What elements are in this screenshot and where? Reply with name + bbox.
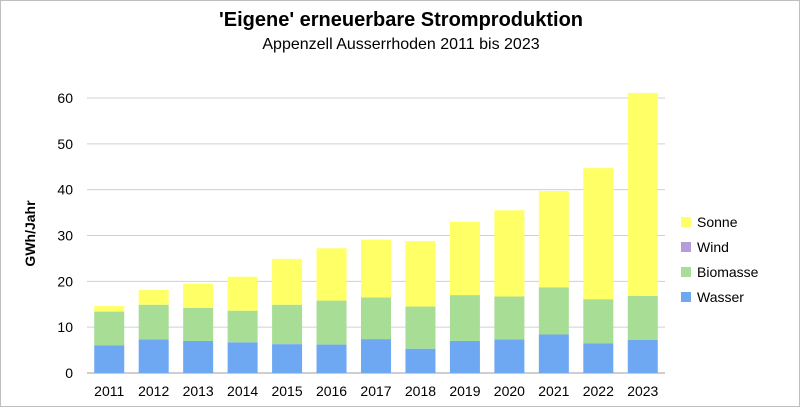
legend-swatch-wind: [681, 242, 691, 252]
bar-wasser-2019: [449, 340, 480, 373]
bar-sonne-2011: [94, 306, 125, 312]
bar-biomasse-2011: [94, 311, 125, 346]
x-tick-label: 2020: [494, 383, 525, 399]
bar-biomasse-2017: [361, 297, 391, 340]
bar-biomasse-2016: [316, 300, 347, 345]
bar-sonne-2019: [449, 221, 480, 296]
bar-sonne-2022: [583, 168, 614, 300]
bar-wasser-2011: [94, 345, 125, 373]
bar-sonne-2013: [183, 283, 214, 308]
bar-biomasse-2013: [183, 307, 214, 341]
bar-sonne-2021: [538, 191, 569, 288]
bar-biomasse-2018: [405, 306, 436, 349]
legend-label-sonne: Sonne: [697, 214, 738, 230]
x-tick-label: 2013: [183, 383, 214, 399]
bar-wasser-2015: [272, 344, 303, 373]
bar-sonne-2015: [272, 258, 303, 305]
y-tick-label: 60: [57, 90, 73, 106]
bar-sonne-2014: [227, 276, 258, 311]
x-tick-label: 2018: [405, 383, 436, 399]
bars: [94, 92, 658, 373]
legend-label-wind: Wind: [697, 239, 729, 255]
bar-wasser-2018: [405, 348, 436, 373]
bar-biomasse-2023: [627, 296, 658, 340]
bar-biomasse-2020: [494, 296, 525, 340]
y-tick-label: 10: [57, 319, 73, 335]
bar-biomasse-2012: [138, 304, 169, 340]
y-axis-ticks: 0 10 20 30 40 50 60: [57, 90, 73, 381]
x-tick-label: 2011: [94, 383, 124, 399]
y-axis-label: GWh/Jahr: [22, 200, 38, 267]
bar-sonne-2023: [627, 92, 658, 296]
legend-label-wasser: Wasser: [697, 289, 744, 305]
x-tick-label: 2015: [271, 383, 302, 399]
x-tick-label: 2019: [449, 383, 480, 399]
bar-wasser-2022: [583, 343, 614, 373]
chart-subtitle: Appenzell Ausserrhoden 2011 bis 2023: [262, 36, 540, 53]
x-tick-label: 2012: [138, 383, 169, 399]
bar-biomasse-2022: [583, 299, 614, 344]
x-axis-ticks: 2011 2012 2013 2014 2015 2016 2017 2018 2019 2020…: [94, 383, 658, 399]
bar-sonne-2018: [405, 241, 436, 307]
bar-wasser-2023: [627, 340, 658, 373]
bar-wasser-2021: [538, 334, 569, 373]
y-tick-label: 20: [57, 273, 73, 289]
bar-wasser-2013: [183, 340, 214, 373]
legend: Sonne Wind Biomasse Wasser: [681, 214, 759, 305]
y-tick-label: 40: [57, 182, 73, 198]
y-tick-label: 30: [57, 228, 73, 244]
bar-biomasse-2021: [538, 287, 569, 335]
legend-swatch-wasser: [681, 292, 691, 302]
bar-sonne-2017: [361, 239, 391, 298]
bar-wasser-2012: [138, 339, 169, 373]
x-tick-label: 2017: [360, 383, 391, 399]
bar-sonne-2020: [494, 210, 525, 297]
legend-label-biomasse: Biomasse: [697, 264, 759, 280]
x-tick-label: 2022: [583, 383, 614, 399]
chart-title: 'Eigene' erneuerbare Stromproduktion: [218, 9, 584, 31]
legend-swatch-biomasse: [681, 267, 691, 277]
x-tick-label: 2023: [627, 383, 658, 399]
bar-sonne-2012: [138, 290, 169, 305]
bar-biomasse-2014: [227, 310, 258, 343]
bar-biomasse-2019: [449, 295, 480, 341]
x-tick-label: 2021: [538, 383, 569, 399]
bar-sonne-2016: [316, 248, 347, 301]
y-tick-label: 50: [57, 136, 73, 152]
legend-swatch-sonne: [681, 217, 691, 227]
bar-wasser-2020: [494, 339, 525, 373]
y-tick-label: 0: [65, 365, 73, 381]
x-tick-label: 2016: [316, 383, 347, 399]
bar-biomasse-2015: [272, 304, 303, 345]
bar-wasser-2016: [316, 344, 347, 373]
x-tick-label: 2014: [227, 383, 258, 399]
bar-wasser-2017: [361, 339, 391, 373]
bar-wasser-2014: [227, 342, 258, 373]
